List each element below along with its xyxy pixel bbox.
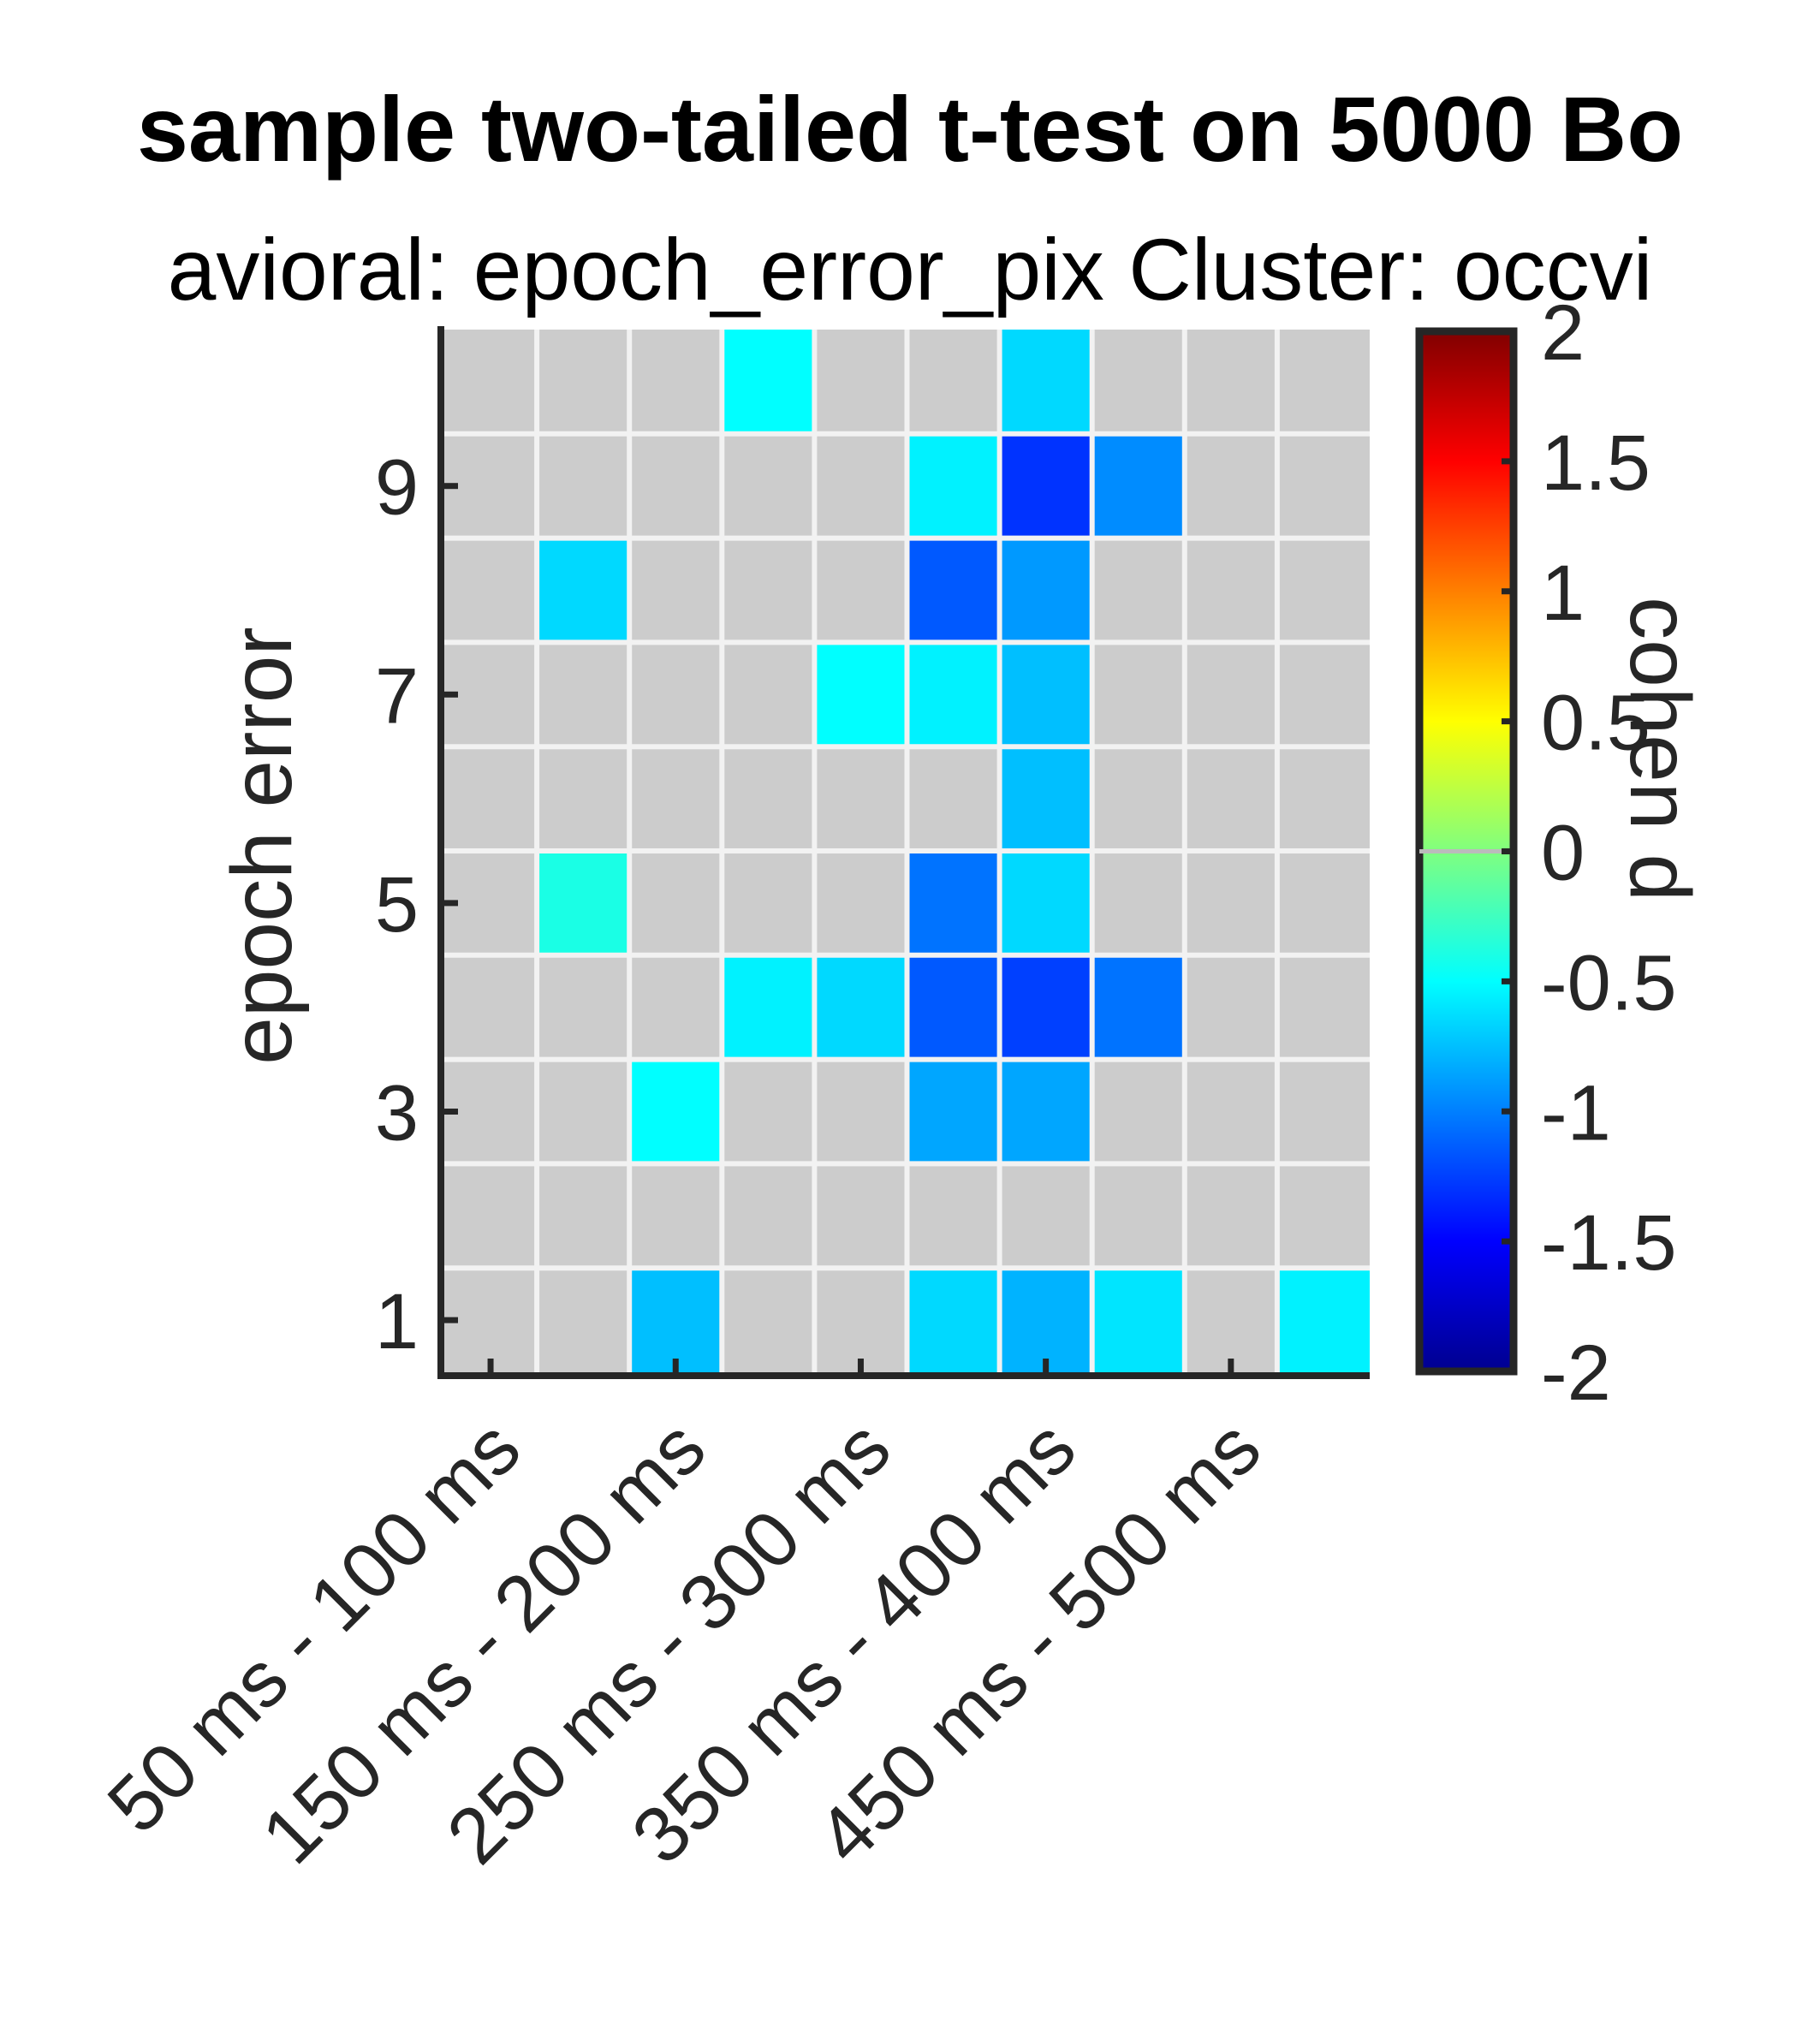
colorbar-tick-label: 0	[1541, 810, 1585, 897]
heatmap-cell	[907, 955, 1000, 1060]
heatmap-cell	[907, 642, 1000, 747]
colorbar-tick-label: -1	[1541, 1069, 1611, 1157]
colorbar-tick-label: -2	[1541, 1329, 1611, 1417]
heatmap-cell	[999, 642, 1092, 747]
heatmap-cell	[814, 642, 907, 747]
y-tick-label: 9	[375, 444, 419, 532]
heatmap-cell	[629, 1059, 723, 1164]
axes	[437, 326, 1370, 1379]
heatmap-cell	[1276, 1268, 1370, 1372]
heatmap-cell	[999, 955, 1092, 1060]
heatmap-cell	[907, 538, 1000, 643]
heatmap-cells	[444, 330, 1370, 1372]
heatmap-cell	[999, 1268, 1092, 1372]
heatmap-cell	[537, 538, 630, 643]
heatmap-cell	[814, 955, 907, 1060]
heatmap-cell	[1091, 1268, 1185, 1372]
heatmap-cell	[999, 433, 1092, 538]
heatmap-cell	[722, 330, 815, 434]
heatmap-cell	[722, 955, 815, 1060]
colorbar-label: cohen d	[1612, 597, 1708, 901]
heatmap-cell	[1091, 955, 1185, 1060]
heatmap-cell	[1091, 433, 1185, 538]
y-tick-label: 7	[375, 652, 419, 740]
heatmap-cell	[907, 1059, 1000, 1164]
colorbar-tick-label: 1.5	[1541, 419, 1650, 507]
y-tick-label: 5	[375, 861, 419, 949]
heatmap-cell	[999, 851, 1092, 955]
y-axis-label: epoch error	[214, 627, 310, 1064]
colorbar-tick-label: -0.5	[1541, 939, 1677, 1026]
heatmap-cell	[999, 538, 1092, 643]
colorbar-tick-label: 2	[1541, 289, 1585, 377]
heatmap-cell	[907, 1268, 1000, 1372]
y-tick-label: 3	[375, 1070, 419, 1157]
colorbar-tick-label: -1.5	[1541, 1199, 1677, 1287]
y-tick-label: 1	[375, 1278, 419, 1365]
heatmap-cell	[999, 746, 1092, 851]
colorbar-ticks: 2 1.5 1 0.5 0 -0.5 -1 -1.5 -2	[1419, 289, 1677, 1417]
heatmap-cell	[907, 433, 1000, 538]
heatmap-cell	[537, 851, 630, 955]
chart-subtitle: avioral: epoch_error_pix Cluster: occvi	[168, 221, 1653, 318]
heatmap-cell	[629, 1268, 723, 1372]
heatmap-cell	[999, 330, 1092, 434]
y-tick-labels: 1 3 5 7 9	[375, 444, 458, 1365]
heatmap-cell	[999, 1059, 1092, 1164]
heatmap-cell	[907, 851, 1000, 955]
colorbar-tick-label: 0.5	[1541, 680, 1650, 767]
colorbar-tick-label: 1	[1541, 550, 1585, 637]
chart-title: sample two-tailed t-test on 5000 Bo	[137, 77, 1683, 181]
